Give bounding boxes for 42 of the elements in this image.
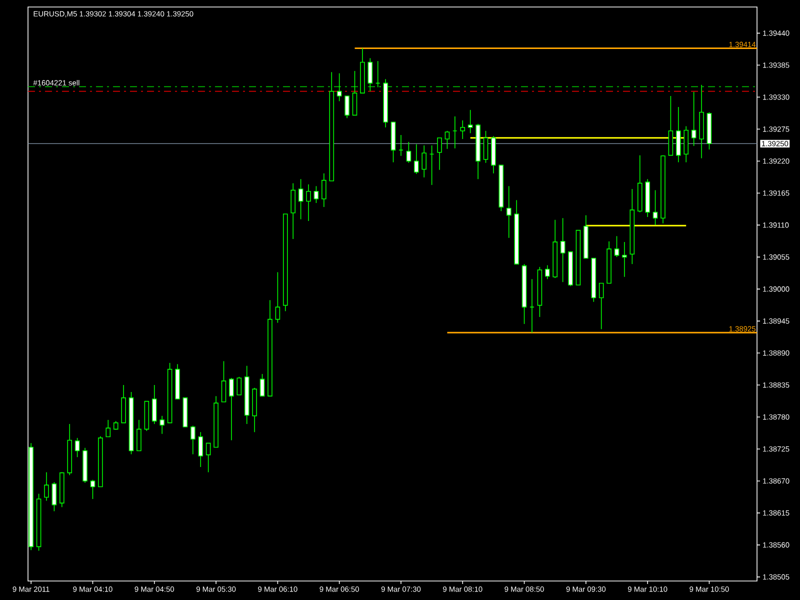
candlestick [614, 236, 620, 258]
candlestick [460, 120, 466, 140]
candlestick [198, 432, 204, 468]
candlestick [275, 272, 280, 324]
candlestick [206, 442, 211, 473]
candlestick [483, 130, 488, 164]
candlestick [468, 110, 473, 134]
candlestick [44, 472, 49, 502]
candlestick [506, 186, 512, 238]
candlestick [598, 282, 604, 330]
candlestick [52, 482, 57, 512]
candlestick [406, 142, 412, 164]
candlestick [652, 190, 658, 226]
candlestick [352, 70, 358, 116]
candlestick [437, 137, 442, 170]
candlestick [684, 126, 689, 163]
candlestick [221, 360, 226, 402]
candlestick [545, 264, 550, 280]
candlestick [290, 182, 296, 240]
candlestick [336, 72, 342, 102]
candlestick [622, 242, 627, 278]
candlestick [190, 425, 196, 455]
candlestick [160, 415, 164, 434]
candlestick [322, 172, 326, 208]
candlestick [444, 130, 450, 150]
candlestick [560, 218, 566, 282]
candlestick [414, 144, 419, 174]
candlestick [106, 420, 111, 438]
candlestick [236, 376, 242, 396]
candlestick [314, 186, 319, 204]
candlestick [152, 384, 157, 424]
candlestick [422, 145, 427, 178]
candlestick [691, 92, 696, 146]
candlestick [229, 378, 234, 441]
candlestick [344, 96, 350, 118]
candlestick [298, 178, 304, 220]
candlestick [90, 479, 96, 500]
candlestick [368, 58, 373, 92]
candlestick [306, 184, 311, 222]
candlestick [136, 420, 142, 452]
candlestick [260, 374, 265, 396]
candlestick [74, 438, 80, 458]
